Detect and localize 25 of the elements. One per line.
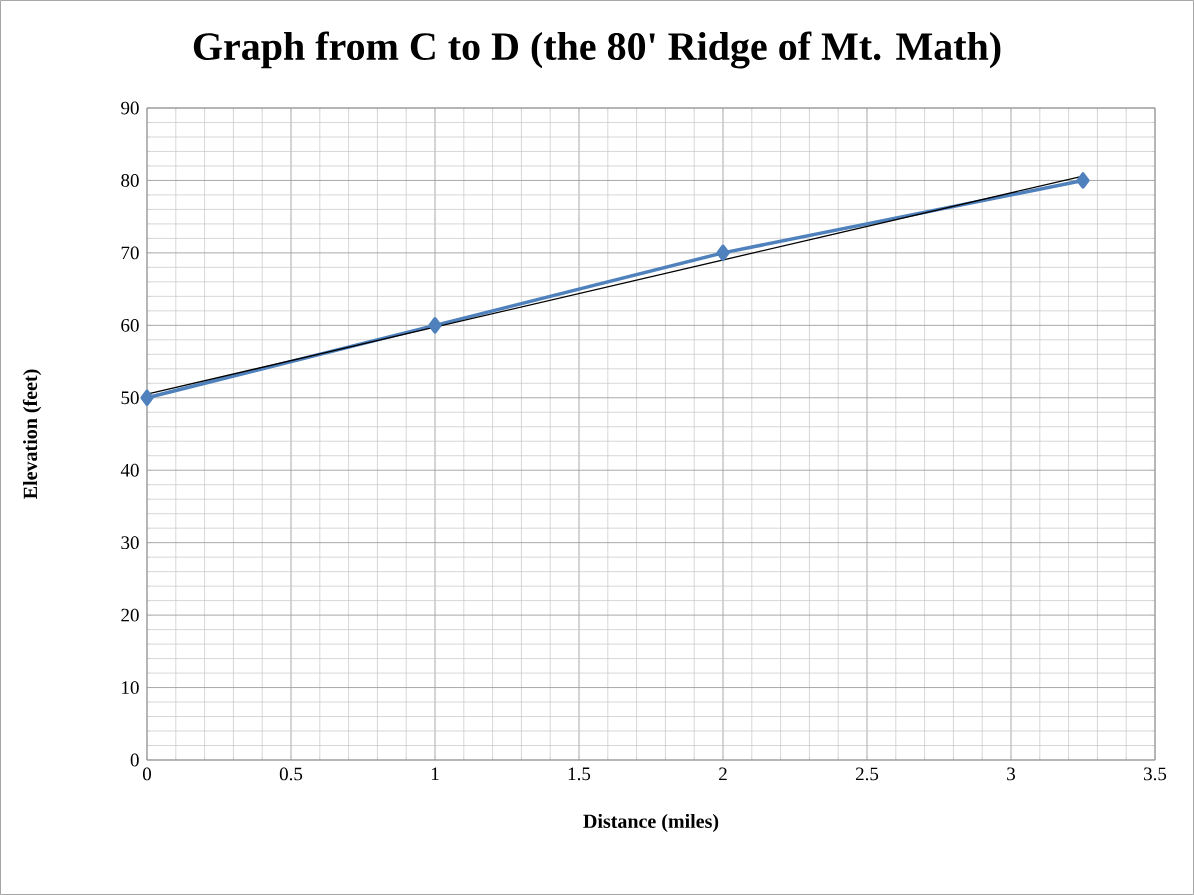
y-tick-label: 40 (120, 463, 139, 477)
y-tick-label: 0 (130, 753, 139, 767)
x-tick-label: 1 (431, 767, 439, 781)
y-tick-label: 10 (122, 681, 139, 694)
y-tick-label: 80 (121, 174, 139, 187)
point (428, 317, 442, 334)
x-tick-label: 0.5 (279, 767, 303, 781)
x-tick-label: 3.5 (1144, 767, 1167, 781)
x-axis-title: Distance (miles) (583, 813, 719, 833)
y-tick-label: 30 (121, 536, 139, 550)
x-tick-label: 0 (142, 767, 152, 781)
y-axis-title: Elevation (feet) (22, 369, 42, 499)
y-tick-label: 50 (121, 391, 139, 405)
y-tick-label: 60 (121, 318, 139, 332)
y-tick-label: 70 (121, 246, 139, 260)
x-tick-label: 2.5 (855, 767, 879, 781)
x-tick-label: 1.5 (568, 767, 591, 781)
y-tick-label: 20 (121, 608, 139, 622)
x-tick-label: 2 (719, 767, 727, 781)
point (140, 389, 154, 407)
point (1076, 172, 1090, 189)
x-tick-label: 3 (1007, 767, 1016, 781)
y-tick-label: 90 (121, 101, 139, 115)
point (716, 244, 730, 262)
chart-title: Graph from C to D (the 80' Ridge of Mt. Math) (193, 31, 1001, 69)
